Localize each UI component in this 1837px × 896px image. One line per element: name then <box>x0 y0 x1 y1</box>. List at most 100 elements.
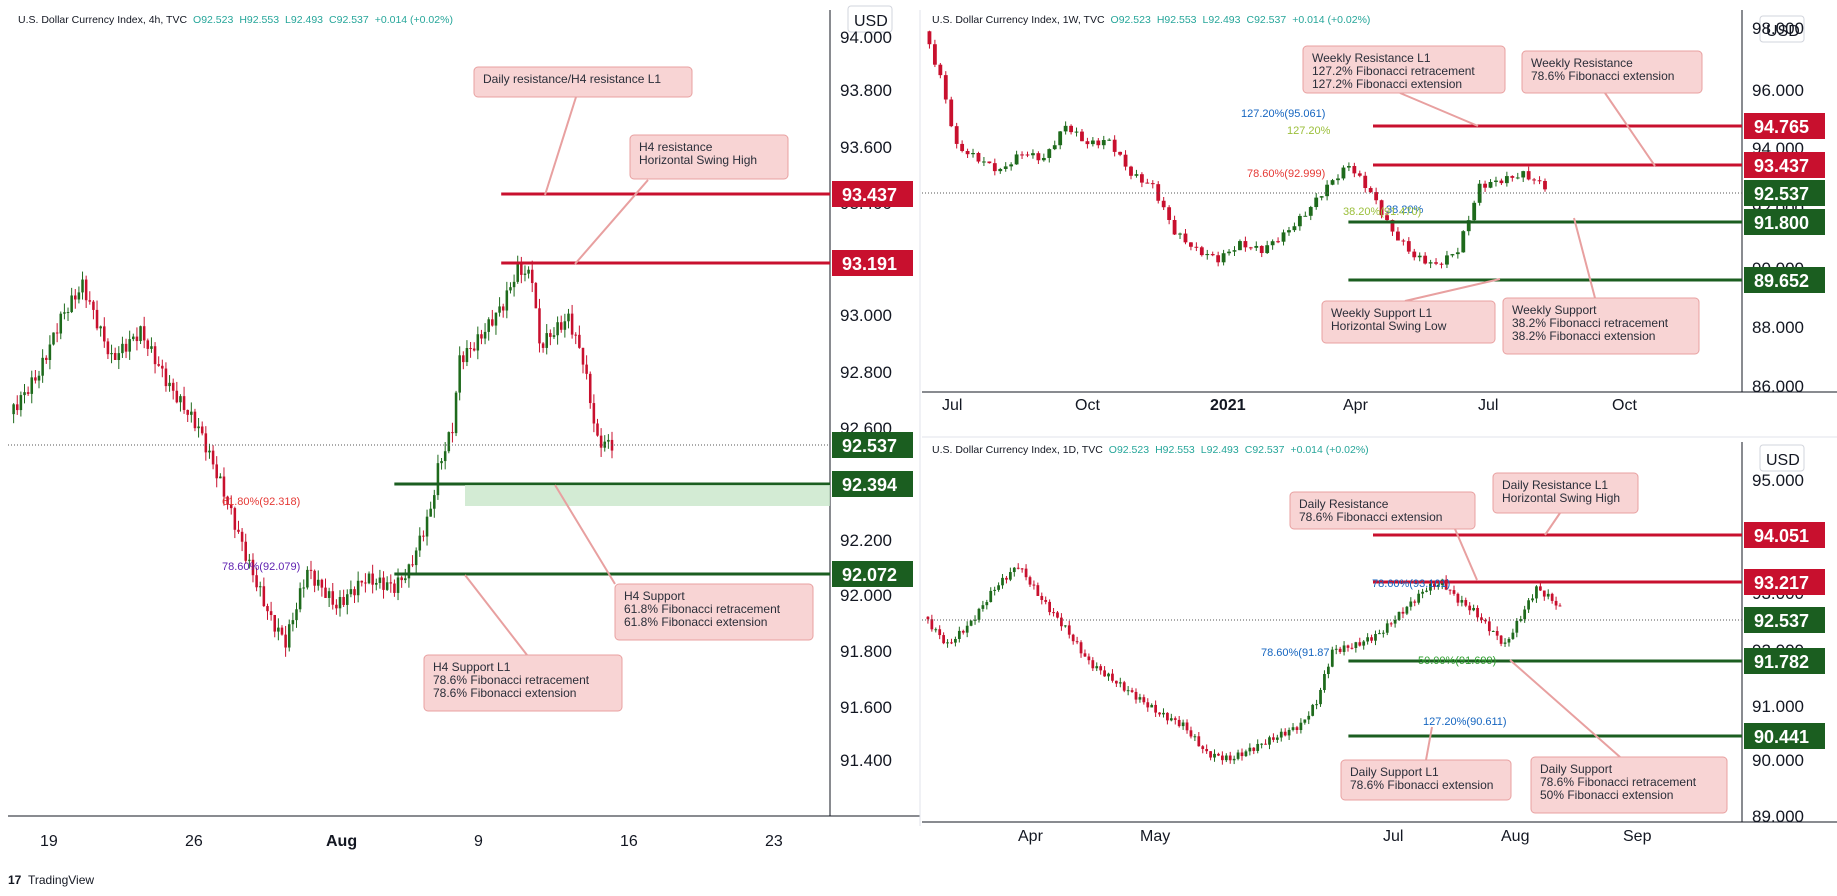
daily-candle-body <box>1228 755 1232 761</box>
daily-candle-body <box>1217 753 1220 756</box>
weekly-candle-body <box>1461 231 1466 253</box>
daily-candle-body <box>1538 586 1542 591</box>
daily-candle-body <box>1260 743 1264 745</box>
weekly-candle-body <box>1499 180 1504 184</box>
weekly-callout-box <box>1302 45 1506 94</box>
h4-candle-body <box>345 594 349 605</box>
daily-callout-pointer <box>1425 726 1433 761</box>
daily-candle-body <box>1421 591 1424 594</box>
weekly-x-tick: Jul <box>942 397 962 414</box>
h4-candle-body <box>142 326 146 341</box>
weekly-candle-body <box>1172 219 1177 235</box>
weekly-candle-body <box>1270 241 1275 246</box>
h4-candle-body <box>378 577 382 583</box>
h4-candle-body <box>258 586 262 588</box>
h4-candle-body <box>585 364 588 374</box>
h4-header-title: U.S. Dollar Currency Index, 4h, TVC <box>18 14 187 26</box>
weekly-candle-body <box>1336 178 1340 181</box>
h4-candle-body <box>19 395 23 411</box>
h4-candle-body <box>124 343 128 352</box>
daily-candle-body <box>1114 680 1118 684</box>
h4-callout-text: 61.8% Fibonacci retracement <box>624 602 781 616</box>
daily-candle-body <box>981 605 985 609</box>
h4-candle-body <box>70 295 73 313</box>
daily-candle-body <box>1083 653 1087 657</box>
h4-candle-body <box>581 347 585 365</box>
h4-price-tag-label: 92.394 <box>842 475 897 495</box>
weekly-candle-body <box>1096 140 1101 146</box>
h4-candle-body <box>59 313 63 334</box>
h4-header-c: C92.537 <box>329 14 369 26</box>
weekly-candle-body <box>1041 157 1046 161</box>
daily-candle-body <box>1020 568 1024 570</box>
daily-candle-body <box>1393 620 1397 624</box>
weekly-callout-box <box>1521 50 1703 94</box>
h4-candle-body <box>200 426 204 434</box>
daily-candle-body <box>1005 577 1008 580</box>
daily-header-l: L92.493 <box>1201 444 1239 456</box>
h4-candle-body <box>277 627 280 632</box>
daily-candle-body <box>1531 598 1534 601</box>
daily-candle-body <box>1189 730 1193 737</box>
daily-candle-body <box>1413 601 1417 603</box>
daily-candle-body <box>1158 712 1161 715</box>
h4-candle-body <box>168 382 171 387</box>
daily-candle-body <box>1330 649 1334 667</box>
weekly-candle-body <box>1139 174 1144 183</box>
weekly-candle-body <box>1265 245 1270 254</box>
weekly-callout-pointer <box>1573 217 1596 299</box>
h4-candle-body <box>66 312 70 314</box>
weekly-callout-text: Weekly Support <box>1512 303 1597 317</box>
weekly-candle-body <box>1058 131 1063 146</box>
daily-candle-body <box>965 625 969 633</box>
weekly-candle-body <box>1254 245 1259 248</box>
weekly-candle-body <box>1368 188 1373 193</box>
weekly-candle-body <box>998 168 1003 172</box>
h4-candle-body <box>182 396 186 410</box>
h4-candle-body <box>549 333 552 337</box>
weekly-x-tick: Apr <box>1343 397 1369 414</box>
daily-price-tag-label: 90.441 <box>1754 727 1809 747</box>
daily-candle-body <box>950 642 953 644</box>
h4-candle-body <box>523 273 527 275</box>
weekly-candle-body <box>1357 173 1362 176</box>
weekly-price-tag-label: 94.765 <box>1754 117 1809 137</box>
daily-callout-text: 78.6% Fibonacci extension <box>1299 510 1442 524</box>
h4-candle-body <box>135 336 139 342</box>
h4-candle-body <box>222 476 226 497</box>
daily-candle-body <box>1056 612 1059 618</box>
daily-candle-body <box>1487 621 1491 632</box>
weekly-candle-body <box>1314 197 1319 208</box>
h4-candle-body <box>266 606 269 612</box>
weekly-y-tick: 86.000 <box>1752 377 1804 396</box>
daily-candle-body <box>1079 642 1083 654</box>
weekly-candle-body <box>1129 166 1133 176</box>
weekly-candle-body <box>1363 175 1368 189</box>
daily-candle-body <box>1032 584 1036 586</box>
daily-candle-body <box>1476 607 1479 618</box>
h4-candle-body <box>269 611 273 616</box>
h4-price-tag <box>832 432 913 458</box>
h4-y-tick: 92.800 <box>840 363 892 382</box>
h4-candle-body <box>331 591 335 605</box>
daily-candles <box>926 563 1562 765</box>
weekly-candle-body <box>1488 181 1493 188</box>
h4-candle-body <box>422 535 425 537</box>
weekly-candle-body <box>1532 179 1537 181</box>
weekly-price-tag <box>1744 180 1825 206</box>
daily-candle-body <box>1291 727 1295 730</box>
weekly-candle-body <box>932 44 937 65</box>
daily-candle-body <box>1075 641 1079 643</box>
h4-candle-body <box>171 382 175 391</box>
daily-callout-text: 50% Fibonacci extension <box>1540 788 1673 802</box>
daily-candle-body <box>977 608 981 620</box>
daily-callout-text: 78.6% Fibonacci retracement <box>1540 775 1697 789</box>
daily-candle-body <box>930 619 934 630</box>
h4-candle-body <box>146 340 150 349</box>
weekly-candle-body <box>971 152 975 155</box>
daily-candle-body <box>1232 758 1236 761</box>
weekly-candle-body <box>1379 200 1384 216</box>
daily-candle-body <box>1295 727 1299 730</box>
weekly-candle-body <box>1036 153 1041 161</box>
weekly-candle-body <box>987 161 992 164</box>
